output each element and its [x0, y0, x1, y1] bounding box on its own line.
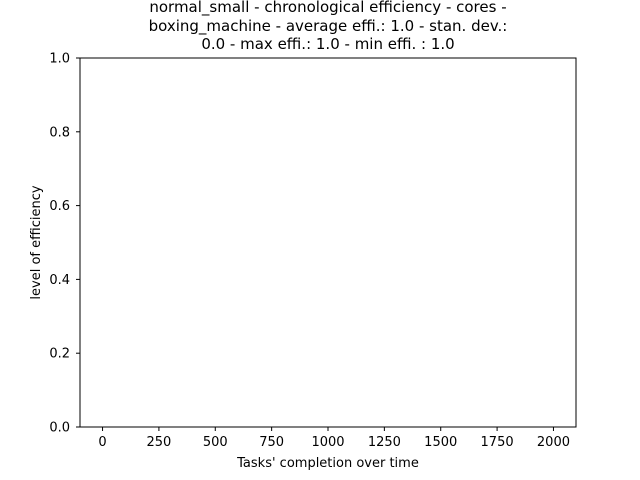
x-tick-label: 1750	[481, 435, 514, 450]
plot-area	[80, 58, 576, 427]
x-tick-label: 2000	[537, 435, 570, 450]
x-tick-label: 250	[146, 435, 171, 450]
chart-title-line-2: boxing_machine - average effi.: 1.0 - st…	[149, 17, 508, 36]
y-tick-label: 0.2	[49, 347, 70, 362]
y-tick-label: 0.6	[49, 199, 70, 214]
x-tick-label: 1250	[368, 435, 401, 450]
x-tick-label: 1000	[311, 435, 344, 450]
x-tick-label: 1500	[424, 435, 457, 450]
chart-title-line-1: normal_small - chronological efficiency …	[149, 0, 506, 17]
y-axis-ticks: 0.0 0.2 0.4 0.6 0.8 1.0	[49, 52, 80, 436]
x-tick-label: 0	[98, 435, 106, 450]
y-axis-label: level of efficiency	[29, 185, 44, 299]
plot-frame	[79, 57, 577, 428]
y-tick-label: 0.8	[49, 125, 70, 140]
y-tick-label: 0.0	[49, 421, 70, 436]
chart-title: normal_small - chronological efficiency …	[149, 0, 508, 53]
x-axis-ticks: 0 250 500 750 1000 1250 1500 1750 2000	[98, 427, 570, 450]
y-tick-label: 1.0	[49, 52, 70, 67]
x-axis-label: Tasks' completion over time	[236, 456, 419, 471]
x-tick-label: 500	[203, 435, 228, 450]
y-tick-label: 0.4	[49, 273, 70, 288]
chart-title-line-3: 0.0 - max effi.: 1.0 - min effi. : 1.0	[201, 35, 454, 53]
x-tick-label: 750	[259, 435, 284, 450]
